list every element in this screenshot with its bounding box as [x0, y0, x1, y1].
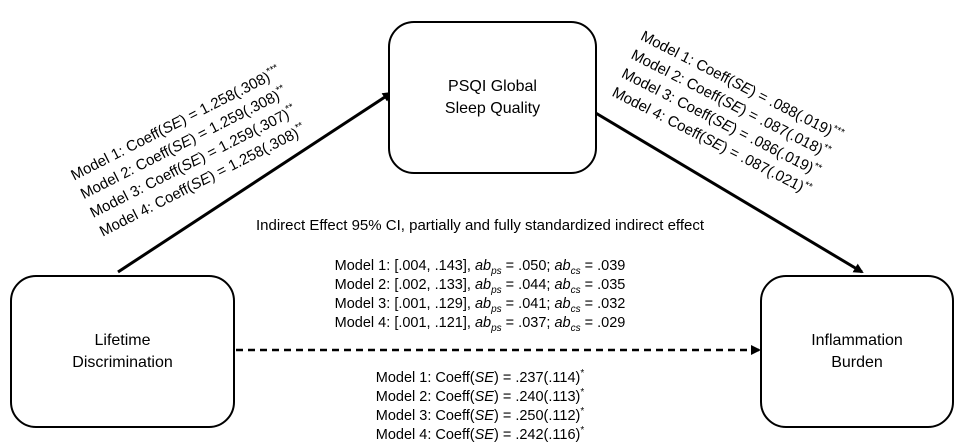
arrow-path-b	[593, 110, 864, 274]
node-outcome: Inflammation Burden	[760, 275, 954, 428]
indirect-row: Model 1: [.004, .143], abps = .050; abcs…	[334, 258, 626, 277]
indirect-row: Model 4: [.001, .121], abps = .037; abcs…	[334, 315, 626, 334]
indirect-row: Model 2: [.002, .133], abps = .044; abcs…	[334, 277, 626, 296]
indirect-row: Model 3: [.001, .129], abps = .041; abcs…	[334, 296, 626, 315]
arrow-path-a	[117, 91, 393, 274]
node-predictor-line1: Lifetime	[94, 331, 151, 349]
indirect-effect-title: Indirect Effect 95% CI, partially and fu…	[255, 217, 704, 234]
node-predictor-line2: Discrimination	[72, 353, 173, 371]
direct-row: Model 2: Coeff(SE) = .240(.113)*	[375, 387, 585, 405]
direct-row: Model 4: Coeff(SE) = .242(.116)*	[375, 425, 585, 443]
node-predictor: Lifetime Discrimination	[10, 275, 235, 428]
node-mediator-line2: Sleep Quality	[444, 99, 541, 117]
direct-effect-rows: Model 1: Coeff(SE) = .237(.114)* Model 2…	[300, 369, 660, 445]
node-outcome-line1: Inflammation	[811, 331, 903, 349]
direct-row: Model 1: Coeff(SE) = .237(.114)*	[375, 368, 585, 386]
indirect-effect-rows: Model 1: [.004, .143], abps = .050; abcs…	[230, 257, 730, 333]
node-outcome-line2: Burden	[831, 353, 883, 371]
node-mediator-line1: PSQI Global	[448, 77, 537, 95]
direct-row: Model 3: Coeff(SE) = .250(.112)*	[375, 406, 585, 424]
node-mediator: PSQI Global Sleep Quality	[388, 21, 597, 174]
